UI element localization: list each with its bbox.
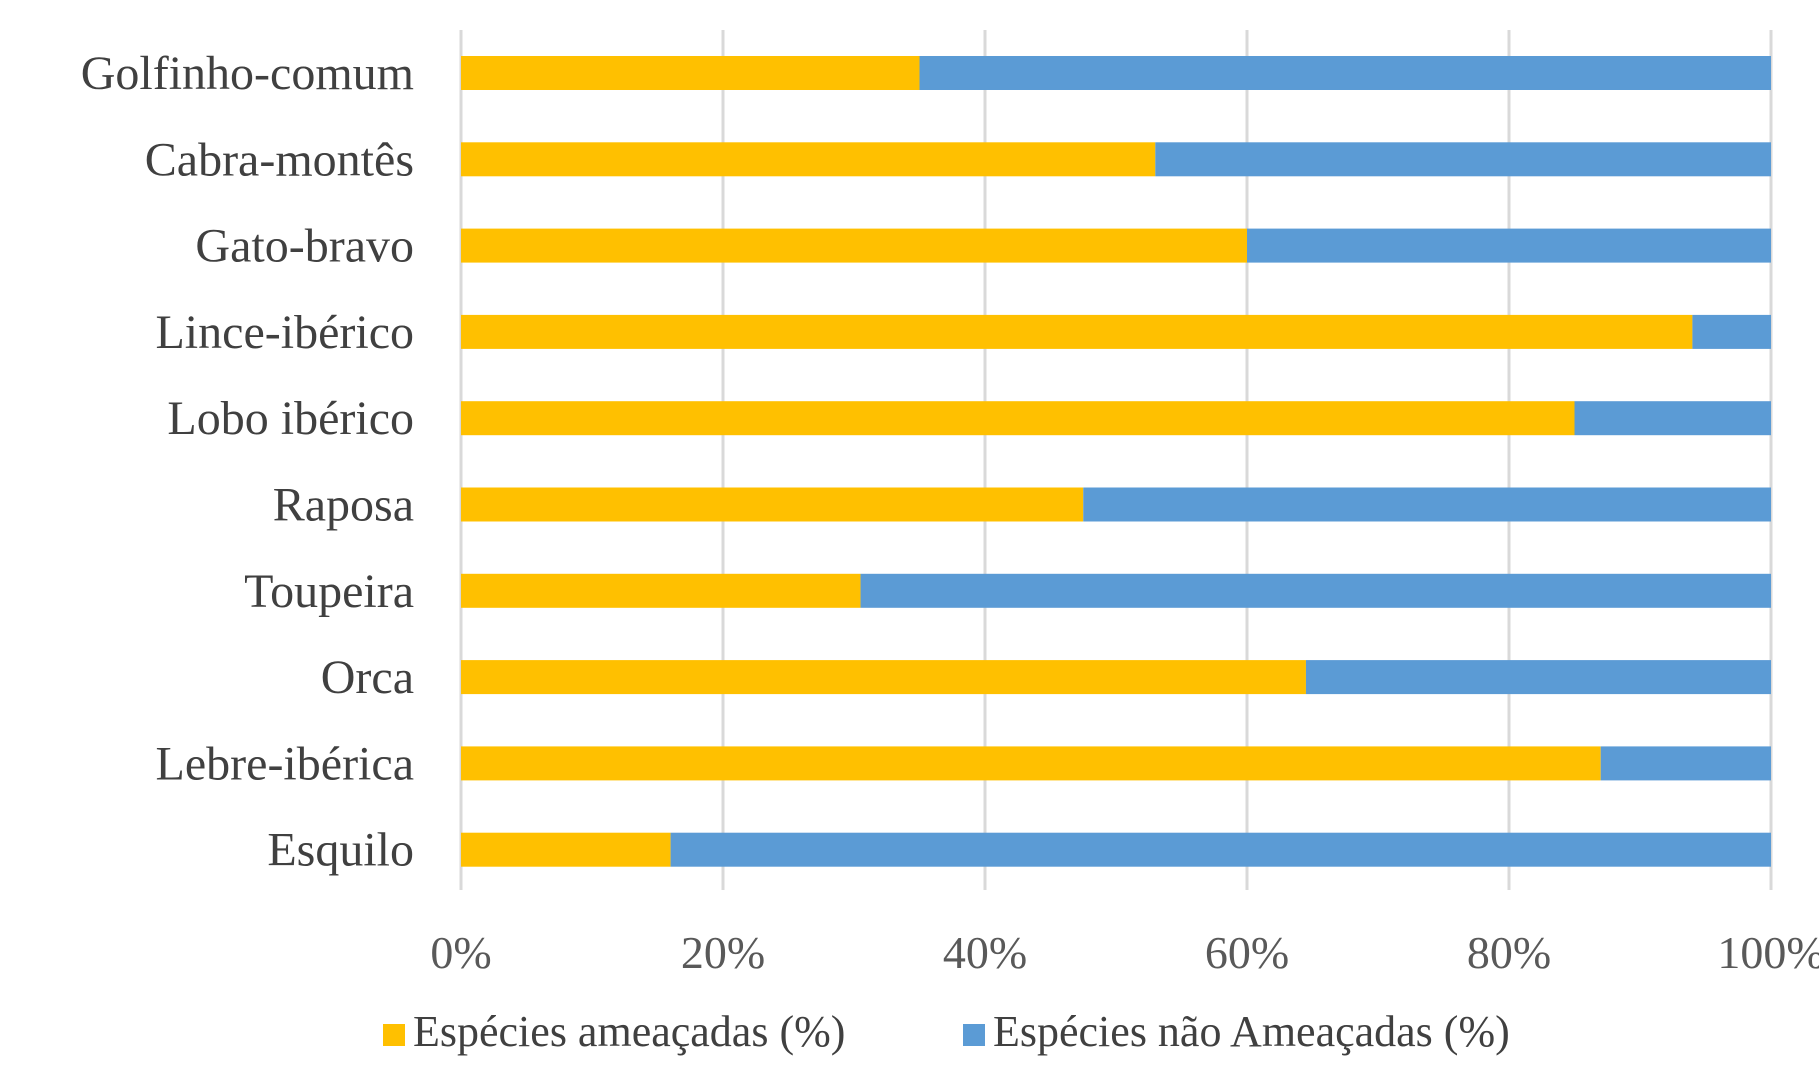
legend-label-ameacadas: Espécies ameaçadas (%) xyxy=(413,1007,845,1056)
bar-nao-ameacadas-8 xyxy=(1600,746,1771,781)
legend-swatch-nao-ameacadas xyxy=(963,1024,985,1046)
category-label: Raposa xyxy=(273,479,414,532)
category-label: Lince-ibérico xyxy=(155,306,414,359)
category-label: Lebre-ibérica xyxy=(156,737,414,790)
bar-ameacadas-8 xyxy=(461,746,1601,781)
bar-nao-ameacadas-5 xyxy=(1083,487,1771,522)
bar-nao-ameacadas-1 xyxy=(1155,142,1771,177)
bar-nao-ameacadas-7 xyxy=(1305,660,1771,695)
x-axis-tick-labels: 0% 20% 40% 60% 80% 100% xyxy=(430,927,1819,978)
bar-ameacadas-9 xyxy=(461,832,671,867)
category-label: Golfinho-comum xyxy=(81,47,414,100)
bar-nao-ameacadas-6 xyxy=(860,573,1771,608)
x-tick-label: 60% xyxy=(1205,927,1289,978)
bar-nao-ameacadas-2 xyxy=(1247,228,1771,263)
bar-ameacadas-4 xyxy=(461,401,1575,436)
bar-ameacadas-0 xyxy=(461,56,920,90)
category-label: Lobo ibérico xyxy=(167,392,414,445)
category-label: Esquilo xyxy=(267,824,414,877)
category-label: Orca xyxy=(321,651,414,704)
bar-ameacadas-3 xyxy=(461,314,1693,349)
category-label: Cabra-montês xyxy=(145,133,414,186)
bar-nao-ameacadas-9 xyxy=(670,832,1771,867)
category-label: Toupeira xyxy=(244,565,414,618)
bar-ameacadas-2 xyxy=(461,228,1247,263)
legend: Espécies ameaçadas (%) Espécies não Ameaç… xyxy=(383,1007,1510,1056)
x-tick-label: 0% xyxy=(430,927,491,978)
x-tick-label: 20% xyxy=(681,927,765,978)
category-label: Gato-bravo xyxy=(195,220,414,273)
x-tick-label: 100% xyxy=(1717,927,1819,978)
legend-label-nao-ameacadas: Espécies não Ameaçadas (%) xyxy=(993,1007,1510,1056)
bar-nao-ameacadas-0 xyxy=(919,56,1771,90)
bars xyxy=(461,56,1771,867)
bar-nao-ameacadas-4 xyxy=(1574,401,1771,436)
bar-ameacadas-5 xyxy=(461,487,1084,522)
category-labels: Golfinho-comum Cabra-montês Gato-bravo Linc… xyxy=(81,47,414,877)
bar-ameacadas-6 xyxy=(461,573,861,608)
bar-ameacadas-7 xyxy=(461,660,1306,695)
x-tick-label: 80% xyxy=(1467,927,1551,978)
bar-ameacadas-1 xyxy=(461,142,1156,177)
x-tick-label: 40% xyxy=(943,927,1027,978)
bar-nao-ameacadas-3 xyxy=(1692,314,1771,349)
legend-swatch-ameacadas xyxy=(383,1024,405,1046)
